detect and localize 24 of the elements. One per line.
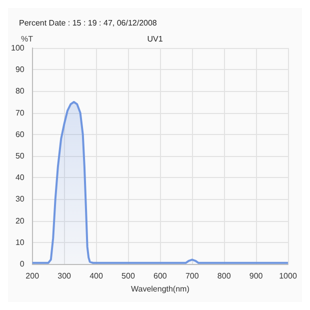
y-tick-label: 60: [15, 130, 25, 139]
x-tick-label: 700: [185, 272, 200, 280]
y-axis-title: %T: [21, 34, 34, 44]
x-axis-title: Wavelength(nm): [130, 284, 190, 294]
x-tick-label: 900: [249, 272, 264, 280]
chart-subtitle: Percent Date : 15 : 19 : 47, 06/12/2008: [19, 18, 158, 28]
y-tick-label: 0: [20, 260, 25, 268]
x-tick-label: 300: [58, 272, 72, 280]
x-tick-label: 800: [217, 272, 232, 280]
y-tick-label: 40: [15, 173, 25, 182]
y-tick-label: 50: [15, 152, 25, 160]
y-tick-label: 10: [15, 238, 25, 247]
y-tick-label: 70: [15, 108, 25, 118]
y-tick-label: 90: [15, 65, 25, 74]
x-tick-label: 400: [90, 272, 104, 280]
chart-title: UV1: [147, 34, 164, 44]
y-tick-label: 20: [15, 216, 25, 226]
x-tick-label: 500: [122, 272, 136, 280]
y-tick-label: 30: [15, 194, 25, 204]
y-tick-label: 100: [10, 44, 25, 52]
x-tick-label: 1000: [279, 272, 298, 280]
y-tick-label: 80: [15, 86, 25, 96]
x-tick-label: 200: [26, 272, 40, 280]
x-tick-label: 600: [153, 272, 168, 280]
